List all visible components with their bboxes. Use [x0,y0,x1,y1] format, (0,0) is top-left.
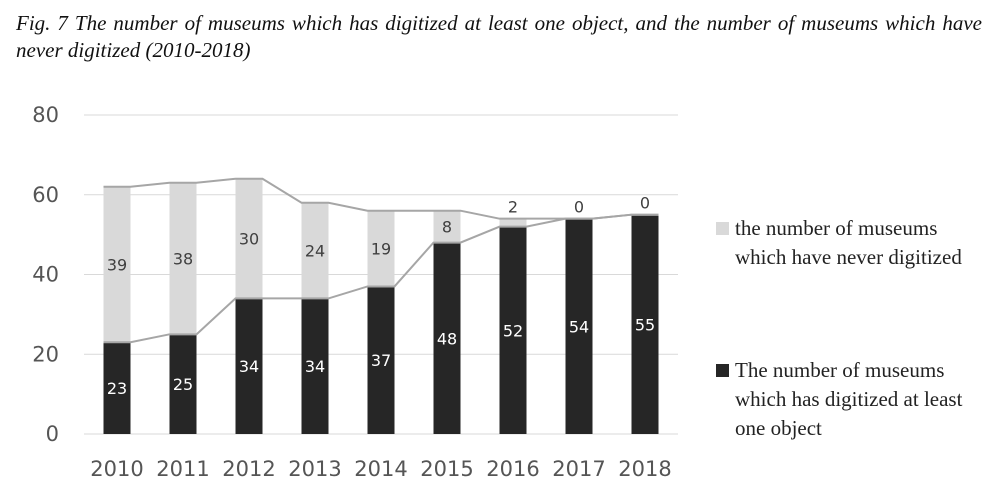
y-tick-label-60: 60 [32,183,59,207]
legend-swatch-digitized [716,364,729,377]
data-label-never-digitized-2013: 24 [305,242,325,261]
legend-label-never-digitized: the number of museums which have never d… [735,216,962,269]
bar-digitized-2010 [103,342,131,434]
bar-digitized-2015 [433,242,461,434]
x-tick-label-2011: 2011 [156,457,209,481]
y-tick-label-80: 80 [32,103,59,127]
data-label-never-digitized-2017: 0 [574,198,584,217]
bar-never-digitized-2012 [235,178,263,299]
y-tick-label-20: 20 [32,342,59,366]
data-label-digitized-2017: 54 [569,317,589,336]
data-label-digitized-2011: 25 [173,375,193,394]
data-label-never-digitized-2014: 19 [371,240,391,259]
legend-swatch-never-digitized [716,222,729,235]
figure-caption: Fig. 7 The number of museums which has d… [16,11,982,62]
x-tick-label-2018: 2018 [618,457,671,481]
y-tick-label-40: 40 [32,263,59,287]
data-label-never-digitized-2016: 2 [508,198,518,217]
y-tick-label-0: 0 [46,422,59,446]
data-label-digitized-2012: 34 [239,357,259,376]
x-tick-label-2015: 2015 [420,457,473,481]
x-tick-label-2017: 2017 [552,457,605,481]
bar-never-digitized-2011 [169,182,197,335]
data-label-never-digitized-2012: 30 [239,230,259,249]
data-label-digitized-2016: 52 [503,321,523,340]
series-line-total [103,177,659,220]
bar-digitized-2018 [631,214,659,434]
bar-digitized-2016 [499,226,527,434]
data-label-digitized-2010: 23 [107,379,127,398]
data-label-never-digitized-2018: 0 [640,194,650,213]
bar-never-digitized-2014 [367,210,395,287]
x-tick-label-2014: 2014 [354,457,407,481]
data-label-digitized-2015: 48 [437,329,457,348]
bar-digitized-2011 [169,334,197,434]
bar-digitized-2014 [367,286,395,434]
data-label-never-digitized-2015: 8 [442,218,452,237]
x-tick-label-2012: 2012 [222,457,275,481]
data-label-digitized-2018: 55 [635,315,655,334]
x-tick-label-2010: 2010 [90,457,143,481]
bar-digitized-2013 [301,298,329,434]
bar-digitized-2012 [235,298,263,434]
bar-never-digitized-2015 [433,210,461,243]
bar-never-digitized-2016 [499,218,527,227]
data-label-digitized-2013: 34 [305,357,325,376]
bar-never-digitized-2013 [301,202,329,299]
x-tick-label-2016: 2016 [486,457,539,481]
bar-never-digitized-2010 [103,186,131,343]
data-label-never-digitized-2010: 39 [107,256,127,275]
x-tick-label-2013: 2013 [288,457,341,481]
data-label-never-digitized-2011: 38 [173,250,193,269]
data-label-digitized-2014: 37 [371,351,391,370]
legend-label-digitized: The number of museums which has digitize… [735,358,963,440]
bar-digitized-2017 [565,218,593,434]
